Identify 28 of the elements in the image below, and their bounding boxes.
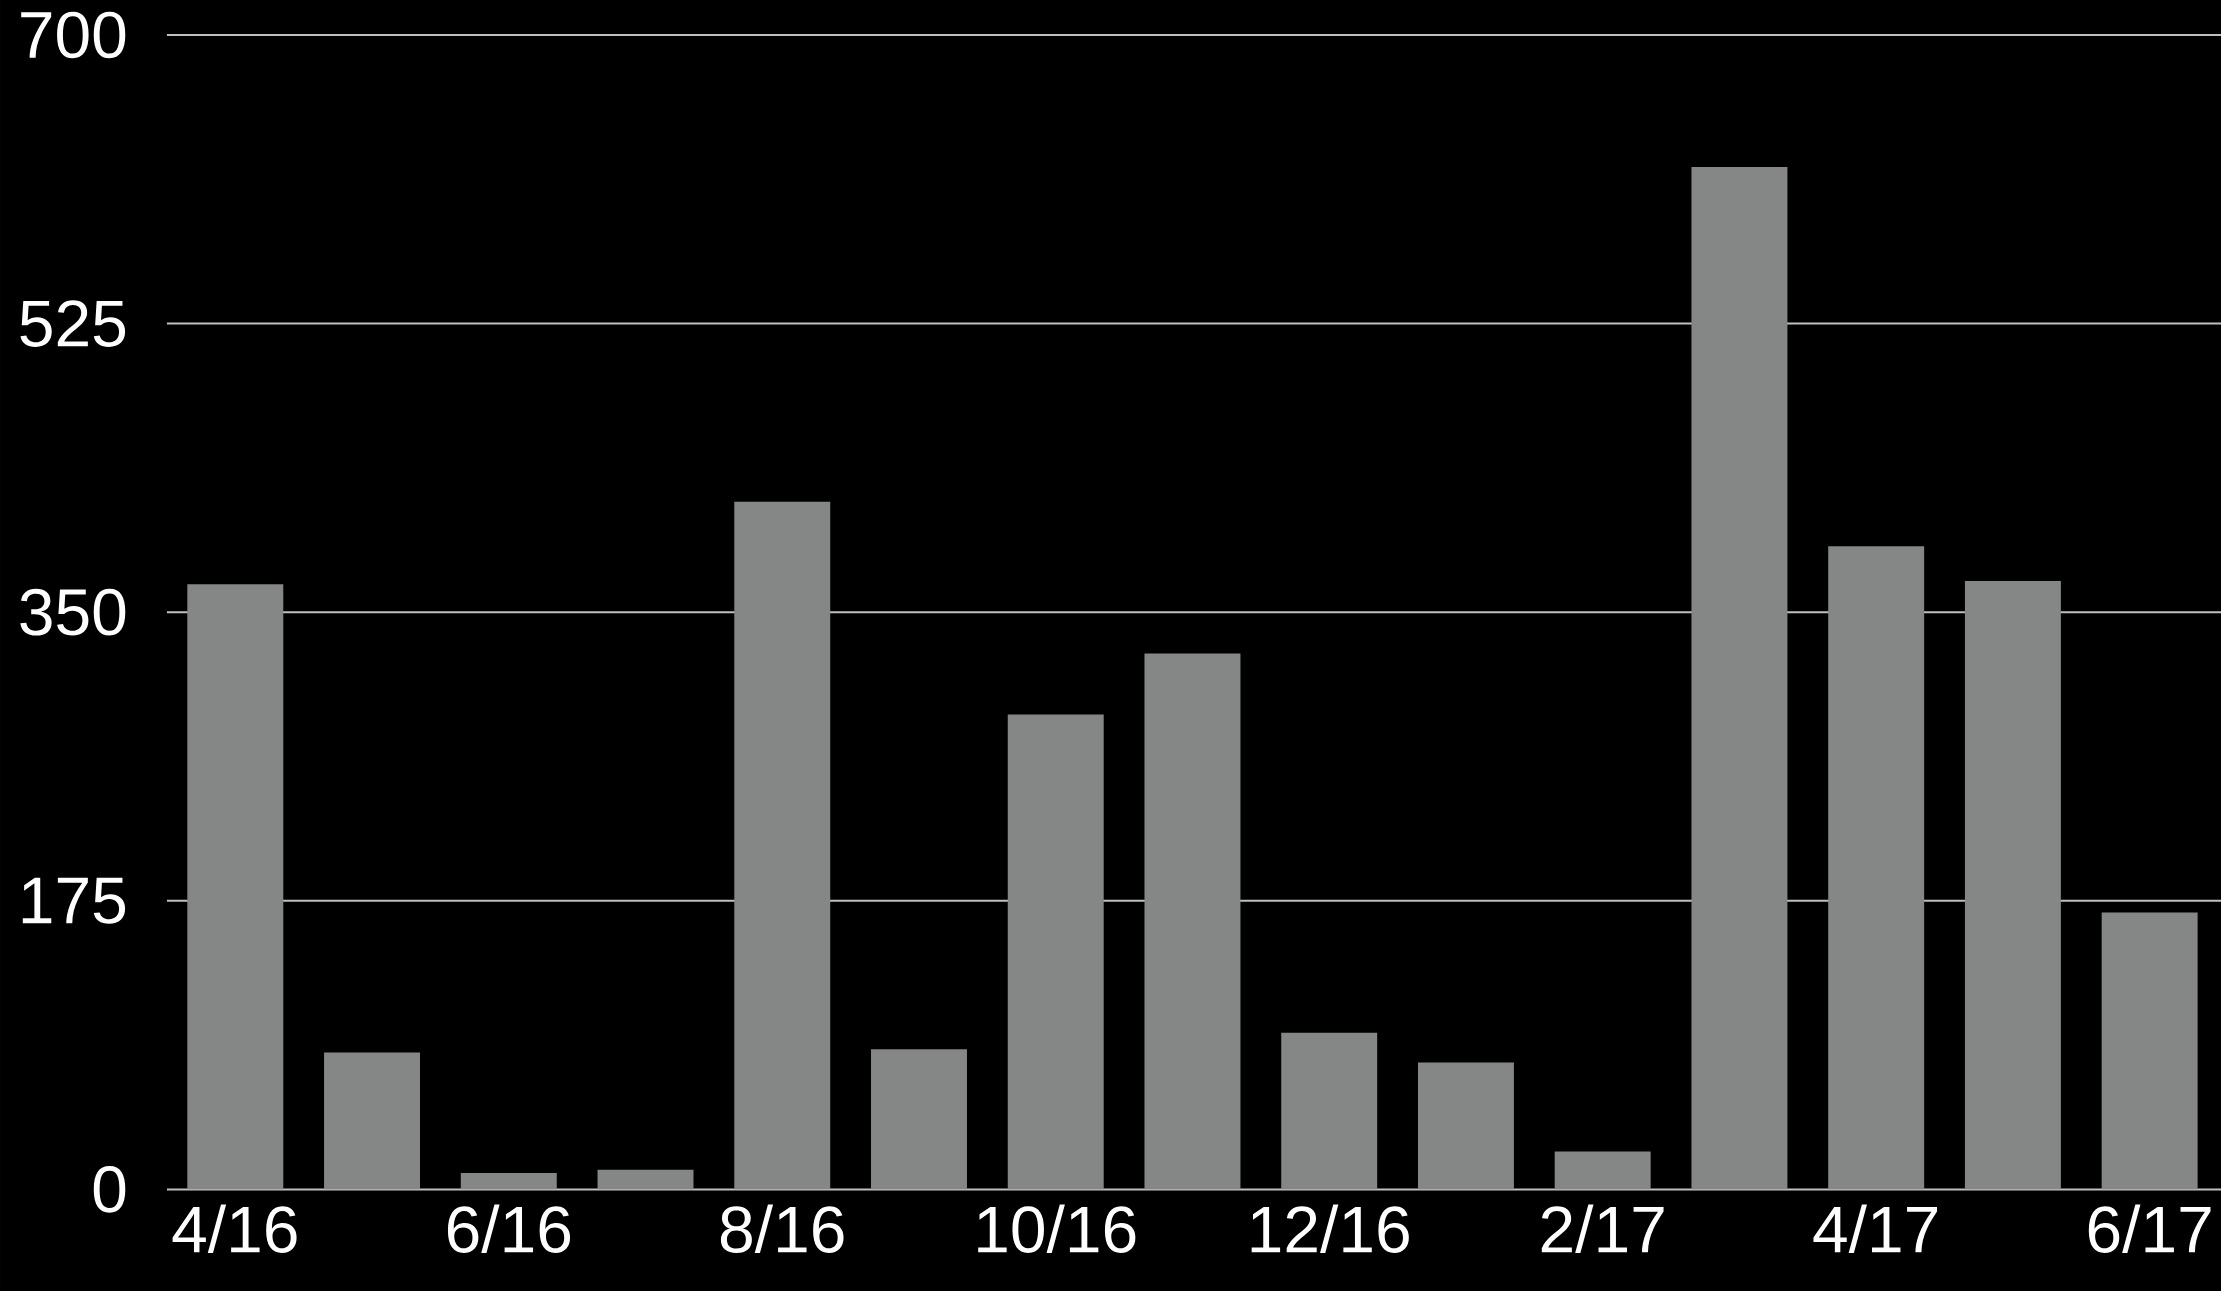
bar — [1281, 1032, 1378, 1190]
bar — [1691, 166, 1788, 1190]
bar — [1964, 580, 2061, 1190]
y-tick-label: 350 — [20, 588, 126, 636]
y-tick-label: 700 — [21, 11, 126, 59]
y-tick-label: 175 — [22, 877, 126, 924]
x-tick-label: 2/17 — [1541, 1204, 1664, 1253]
bar — [1417, 1062, 1514, 1190]
bar — [187, 583, 284, 1190]
x-tick-label: 4/16 — [172, 1204, 297, 1253]
bar — [1007, 714, 1104, 1190]
bar — [734, 501, 831, 1190]
bar — [1144, 653, 1241, 1190]
x-tick-label: 8/16 — [720, 1204, 844, 1253]
bar — [597, 1169, 694, 1190]
x-tick-label: 12/16 — [1251, 1204, 1409, 1253]
x-tick-label: 6/17 — [2088, 1204, 2211, 1253]
x-tick-label: 4/17 — [1813, 1204, 1938, 1253]
bar — [2101, 912, 2198, 1190]
x-tick-label: 6/16 — [447, 1204, 571, 1253]
y-tick-label: 525 — [20, 300, 126, 347]
y-tick-label: 0 — [93, 1165, 126, 1213]
bar — [460, 1172, 557, 1190]
bar — [1828, 546, 1925, 1190]
bar — [871, 1049, 967, 1190]
bar — [324, 1052, 421, 1190]
x-tick-label: 10/16 — [978, 1204, 1136, 1253]
bar — [1554, 1151, 1651, 1190]
